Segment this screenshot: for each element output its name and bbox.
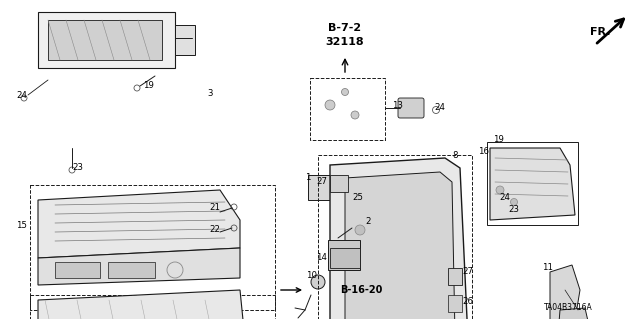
Circle shape	[351, 111, 359, 119]
Text: 27: 27	[463, 268, 474, 277]
Bar	[308, 175, 348, 200]
Polygon shape	[330, 248, 360, 268]
Circle shape	[311, 275, 325, 289]
Bar	[318, 155, 472, 319]
Text: 26: 26	[463, 298, 474, 307]
Polygon shape	[345, 172, 455, 319]
Text: 21: 21	[209, 204, 221, 212]
Text: 24: 24	[499, 194, 511, 203]
Circle shape	[496, 186, 504, 194]
Text: 14: 14	[317, 254, 328, 263]
Text: 15: 15	[17, 220, 28, 229]
Polygon shape	[38, 290, 245, 319]
Text: 16: 16	[479, 147, 490, 157]
Text: 27: 27	[317, 177, 328, 187]
Text: B-7-2: B-7-2	[328, 23, 362, 33]
Text: 11: 11	[543, 263, 554, 272]
Text: 1: 1	[305, 174, 311, 182]
Bar	[448, 295, 462, 312]
FancyBboxPatch shape	[398, 98, 424, 118]
Bar	[487, 142, 578, 225]
Text: 10: 10	[307, 271, 317, 279]
Bar	[55, 262, 100, 278]
Bar	[448, 268, 462, 285]
Circle shape	[355, 225, 365, 235]
Text: 19: 19	[143, 80, 154, 90]
Polygon shape	[550, 265, 580, 319]
Circle shape	[342, 88, 349, 95]
Polygon shape	[48, 20, 162, 60]
Text: TA04B3716A: TA04B3716A	[543, 303, 593, 313]
Bar	[330, 175, 348, 192]
Bar	[30, 295, 275, 319]
Polygon shape	[558, 308, 590, 319]
Circle shape	[511, 198, 518, 205]
Polygon shape	[330, 158, 468, 319]
Text: 24: 24	[17, 92, 28, 100]
Bar	[328, 240, 360, 270]
Text: 13: 13	[392, 100, 403, 109]
Text: 32118: 32118	[326, 37, 364, 47]
Bar	[108, 262, 155, 278]
Text: 22: 22	[209, 226, 221, 234]
Polygon shape	[175, 25, 195, 55]
Text: 23: 23	[509, 205, 520, 214]
Polygon shape	[38, 248, 240, 285]
Polygon shape	[490, 148, 575, 220]
Text: B-16-20: B-16-20	[340, 285, 382, 295]
Text: 24: 24	[435, 103, 445, 113]
Text: 8: 8	[452, 151, 458, 160]
Text: 19: 19	[493, 136, 504, 145]
Polygon shape	[38, 12, 175, 68]
Text: 23: 23	[72, 164, 83, 173]
Polygon shape	[38, 190, 240, 258]
Bar	[30, 185, 275, 310]
Text: 25: 25	[353, 194, 364, 203]
Circle shape	[325, 100, 335, 110]
Text: 3: 3	[207, 88, 212, 98]
Text: FR.: FR.	[590, 27, 611, 37]
Text: 2: 2	[365, 218, 371, 226]
Bar	[310, 78, 385, 140]
